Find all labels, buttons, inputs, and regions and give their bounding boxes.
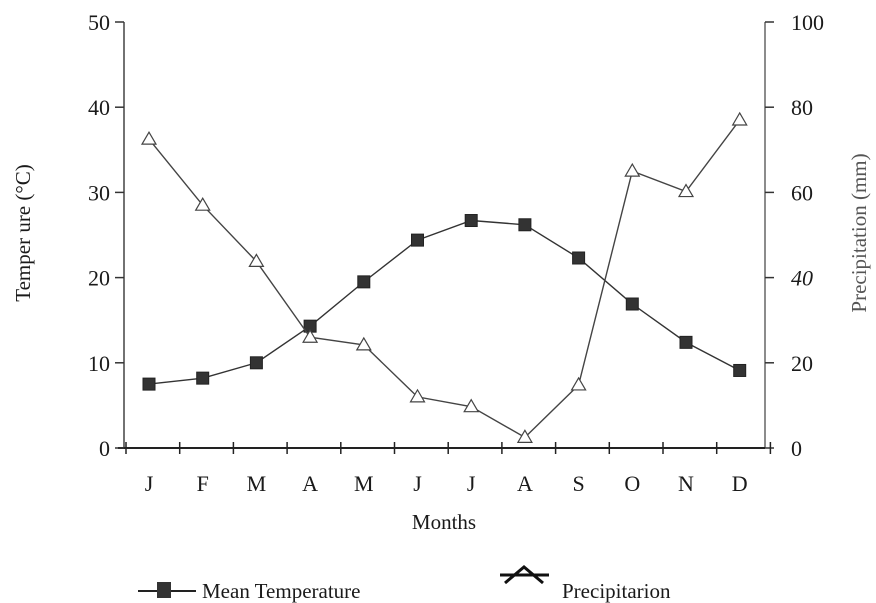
point-precipitarion-5 [409,388,426,403]
left-tick-label-40: 40 [88,95,110,120]
left-tick-label-0: 0 [99,436,110,461]
point-precipitarion-7 [516,429,533,443]
right-tick-label-100: 100 [791,10,824,35]
x-tick-label-5: J [413,471,422,496]
point-precipitarion-0 [140,130,158,145]
point-precipitarion-8 [570,376,587,391]
x-tick-label-11: D [732,471,748,496]
x-tick-label-6: J [467,471,476,496]
legend-square-marker [157,582,171,598]
x-tick-label-10: N [678,471,694,496]
point-mean-temperature-1 [196,371,210,385]
left-tick-label-10: 10 [88,351,110,376]
point-mean-temperature-7 [518,218,532,232]
point-precipitarion-6 [463,398,480,413]
right-tick-label-60: 60 [791,180,813,205]
x-tick-label-0: J [145,471,154,496]
legend: Mean Temperature Precipitarion [138,565,671,603]
right-tick-label-40: 40 [791,266,813,291]
left-tick-label-20: 20 [88,266,110,291]
left-tick-label-50: 50 [88,10,110,35]
x-tick-label-7: A [517,471,533,496]
point-mean-temperature-9 [625,297,639,311]
point-precipitarion-2 [248,253,265,268]
point-precipitarion-4 [355,336,372,351]
point-mean-temperature-0 [142,377,156,391]
point-mean-temperature-2 [249,356,263,370]
point-precipitarion-3 [302,329,319,343]
x-tick-label-2: M [247,471,267,496]
x-tick-label-8: S [572,471,584,496]
point-mean-temperature-8 [572,251,586,265]
right-tick-label-80: 80 [791,95,813,120]
point-precipitarion-1 [194,196,211,211]
series-line-mean-temperature [148,219,741,385]
legend-label-mean-temperature: Mean Temperature [202,579,360,603]
legend-item-mean-temperature: Mean Temperature [138,579,360,603]
left-axis-title: Temper ure (°C) [11,164,35,302]
x-axis-title: Months [412,510,476,534]
left-tick-label-30: 30 [88,180,110,205]
legend-label-precipitation: Precipitarion [562,579,671,603]
right-tick-label-20: 20 [791,351,813,376]
legend-precip-marker [500,565,549,585]
x-tick-label-9: O [624,471,640,496]
point-precipitarion-10 [677,183,695,198]
point-mean-temperature-10 [679,335,693,349]
point-mean-temperature-5 [411,233,424,247]
point-precipitarion-11 [731,111,748,126]
series-line-precipitarion [148,119,741,439]
right-axis-title: Precipitation (mm) [847,153,871,312]
plot-layer [140,111,748,443]
x-tick-label-3: A [302,471,318,496]
axis-layer: 0 10 20 30 40 50 0 20 40 60 80 100 J F M A M J J A S O N D [88,10,824,496]
right-tick-label-0: 0 [791,436,802,461]
legend-item-precipitation: Precipitarion [500,565,671,603]
point-mean-temperature-6 [464,214,478,228]
point-mean-temperature-4 [357,275,371,289]
point-precipitarion-9 [624,162,641,177]
x-tick-label-1: F [197,471,209,496]
point-mean-temperature-11 [733,363,747,377]
x-tick-label-4: M [354,471,374,496]
